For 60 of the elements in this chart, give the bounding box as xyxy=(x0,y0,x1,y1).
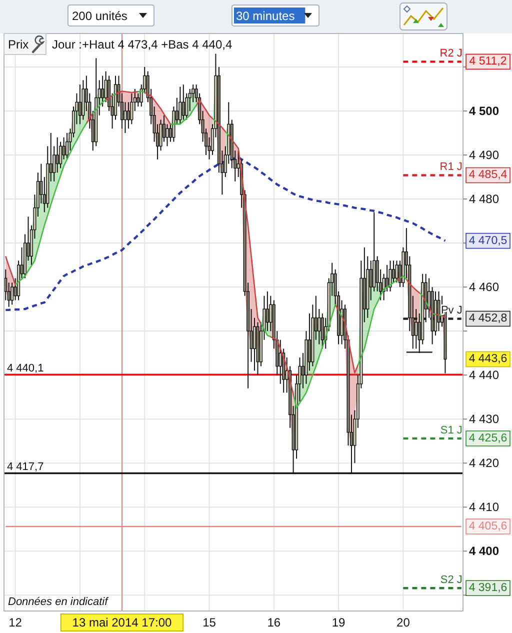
candlestick xyxy=(124,102,127,134)
candlestick xyxy=(10,282,14,306)
candlestick xyxy=(56,136,59,174)
candlestick xyxy=(437,290,440,332)
candlestick xyxy=(266,290,269,332)
candlestick xyxy=(182,84,185,120)
series-label: R2 J xyxy=(440,48,462,60)
annotation: Données en indicatif xyxy=(8,596,109,608)
y-tick-label: 4 400 xyxy=(469,544,500,558)
dropdown-field: 200 unités xyxy=(68,4,154,26)
candlestick xyxy=(104,70,108,103)
y-tick-label: 4 430 xyxy=(469,412,500,426)
data-label: 4 485,4 xyxy=(468,169,508,182)
candlestick xyxy=(66,132,69,160)
data-label: 4 425,6 xyxy=(468,432,508,444)
candlestick xyxy=(162,114,166,142)
annotation: 4 470,5 xyxy=(468,234,508,247)
candlestick xyxy=(318,308,321,345)
text: 4 443,6 xyxy=(468,353,508,366)
y-tick-label: 4 490 xyxy=(469,148,500,162)
candlestick xyxy=(320,312,324,350)
series-label: R1 J xyxy=(440,161,462,174)
dropdown-field: 30 minutes xyxy=(232,4,320,26)
series-label: S1 J xyxy=(440,424,462,436)
x-tick-label: 13 mai 2014 17:00 xyxy=(72,616,172,630)
candlestick xyxy=(414,308,418,350)
ref-line-label: 4 440,1 xyxy=(7,362,44,375)
y-axis-title: Prix xyxy=(8,38,29,52)
candlestick xyxy=(392,260,396,284)
x-tick-label: 15 xyxy=(202,616,216,630)
candlestick xyxy=(278,339,282,384)
y-tick-label: 4 460 xyxy=(469,280,500,294)
y-tick-label: 4 410 xyxy=(469,500,500,514)
candlestick xyxy=(62,136,66,160)
candlestick xyxy=(130,92,134,125)
x-tick-label: 20 xyxy=(396,616,410,630)
y-tick-label: 4 420 xyxy=(469,456,500,470)
candlestick xyxy=(136,92,140,108)
candlestick xyxy=(388,260,392,292)
candlestick xyxy=(78,84,82,125)
candlestick xyxy=(166,124,169,147)
data-label: 4 405,6 xyxy=(468,520,508,532)
data-label: 4 452,8 xyxy=(468,312,508,325)
data-label: 4 391,6 xyxy=(468,582,508,594)
x-tick-label: 16 xyxy=(267,616,281,630)
x-tick-label: 12 xyxy=(8,616,22,630)
y-tick-label: 4 440 xyxy=(469,368,500,382)
y-tick-label: 4 480 xyxy=(469,192,500,206)
candlestick xyxy=(126,102,130,130)
y-tick-label: 4 500 xyxy=(469,104,500,118)
data-label: 4 511,2 xyxy=(469,56,507,68)
x-tick-label: 19 xyxy=(332,616,346,630)
candlestick xyxy=(178,86,182,125)
candlestick xyxy=(59,141,62,169)
chart-title: Jour :+Haut 4 473,4 +Bas 4 440,4 xyxy=(52,38,232,52)
series-label: S2 J xyxy=(440,574,462,586)
candlestick xyxy=(308,312,311,372)
ref-line-label: 4 417,7 xyxy=(7,461,44,474)
candlestick xyxy=(395,260,398,284)
candlestick xyxy=(101,75,104,108)
